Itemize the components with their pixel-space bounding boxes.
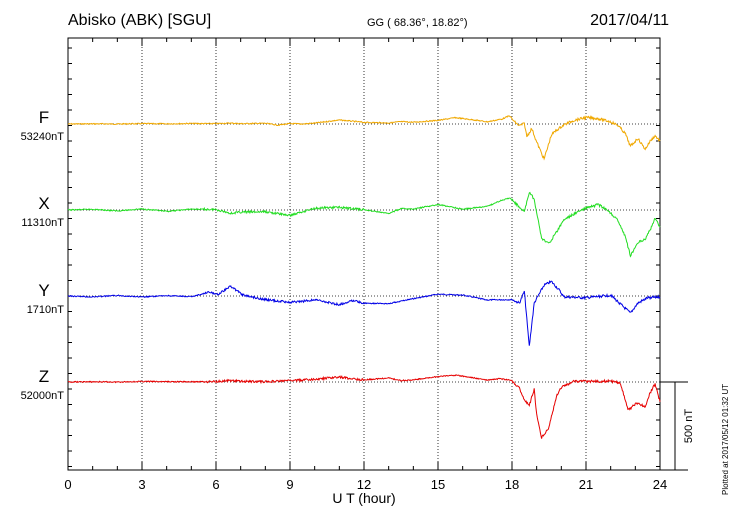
x-tick-label: 12 xyxy=(357,477,371,492)
component-label-x: X xyxy=(38,194,50,213)
x-tick-label: 18 xyxy=(505,477,519,492)
x-axis-label: U T (hour) xyxy=(332,490,395,506)
series-line-y xyxy=(67,280,661,346)
x-tick-label: 24 xyxy=(653,477,667,492)
x-tick-label: 21 xyxy=(579,477,593,492)
baseline-label-y: 1710nT xyxy=(26,304,64,316)
x-tick-label: 9 xyxy=(286,477,293,492)
series-line-x xyxy=(67,191,661,258)
baseline-label-z: 52000nT xyxy=(20,390,64,402)
component-label-y: Y xyxy=(38,281,50,300)
scale-bar-label: 500 nT xyxy=(683,409,695,444)
station-title: Abisko (ABK) [SGU] xyxy=(68,12,212,29)
baseline-label-f: 53240nT xyxy=(20,131,64,143)
geographic-coordinates: GG ( 68.36°, 18.82°) xyxy=(367,17,468,29)
baseline-label-x: 11310nT xyxy=(21,217,64,229)
series-line-f xyxy=(67,115,661,161)
x-tick-label: 3 xyxy=(138,477,145,492)
series-line-z xyxy=(67,374,661,439)
plotted-timestamp: Plotted at 2017/05/12 01:32 UT xyxy=(721,383,730,495)
x-tick-label: 0 xyxy=(64,477,71,492)
component-label-z: Z xyxy=(38,367,50,386)
plot-date: 2017/04/11 xyxy=(590,12,669,29)
component-label-f: F xyxy=(38,108,50,127)
x-tick-label: 6 xyxy=(212,477,219,492)
x-tick-label: 15 xyxy=(431,477,445,492)
